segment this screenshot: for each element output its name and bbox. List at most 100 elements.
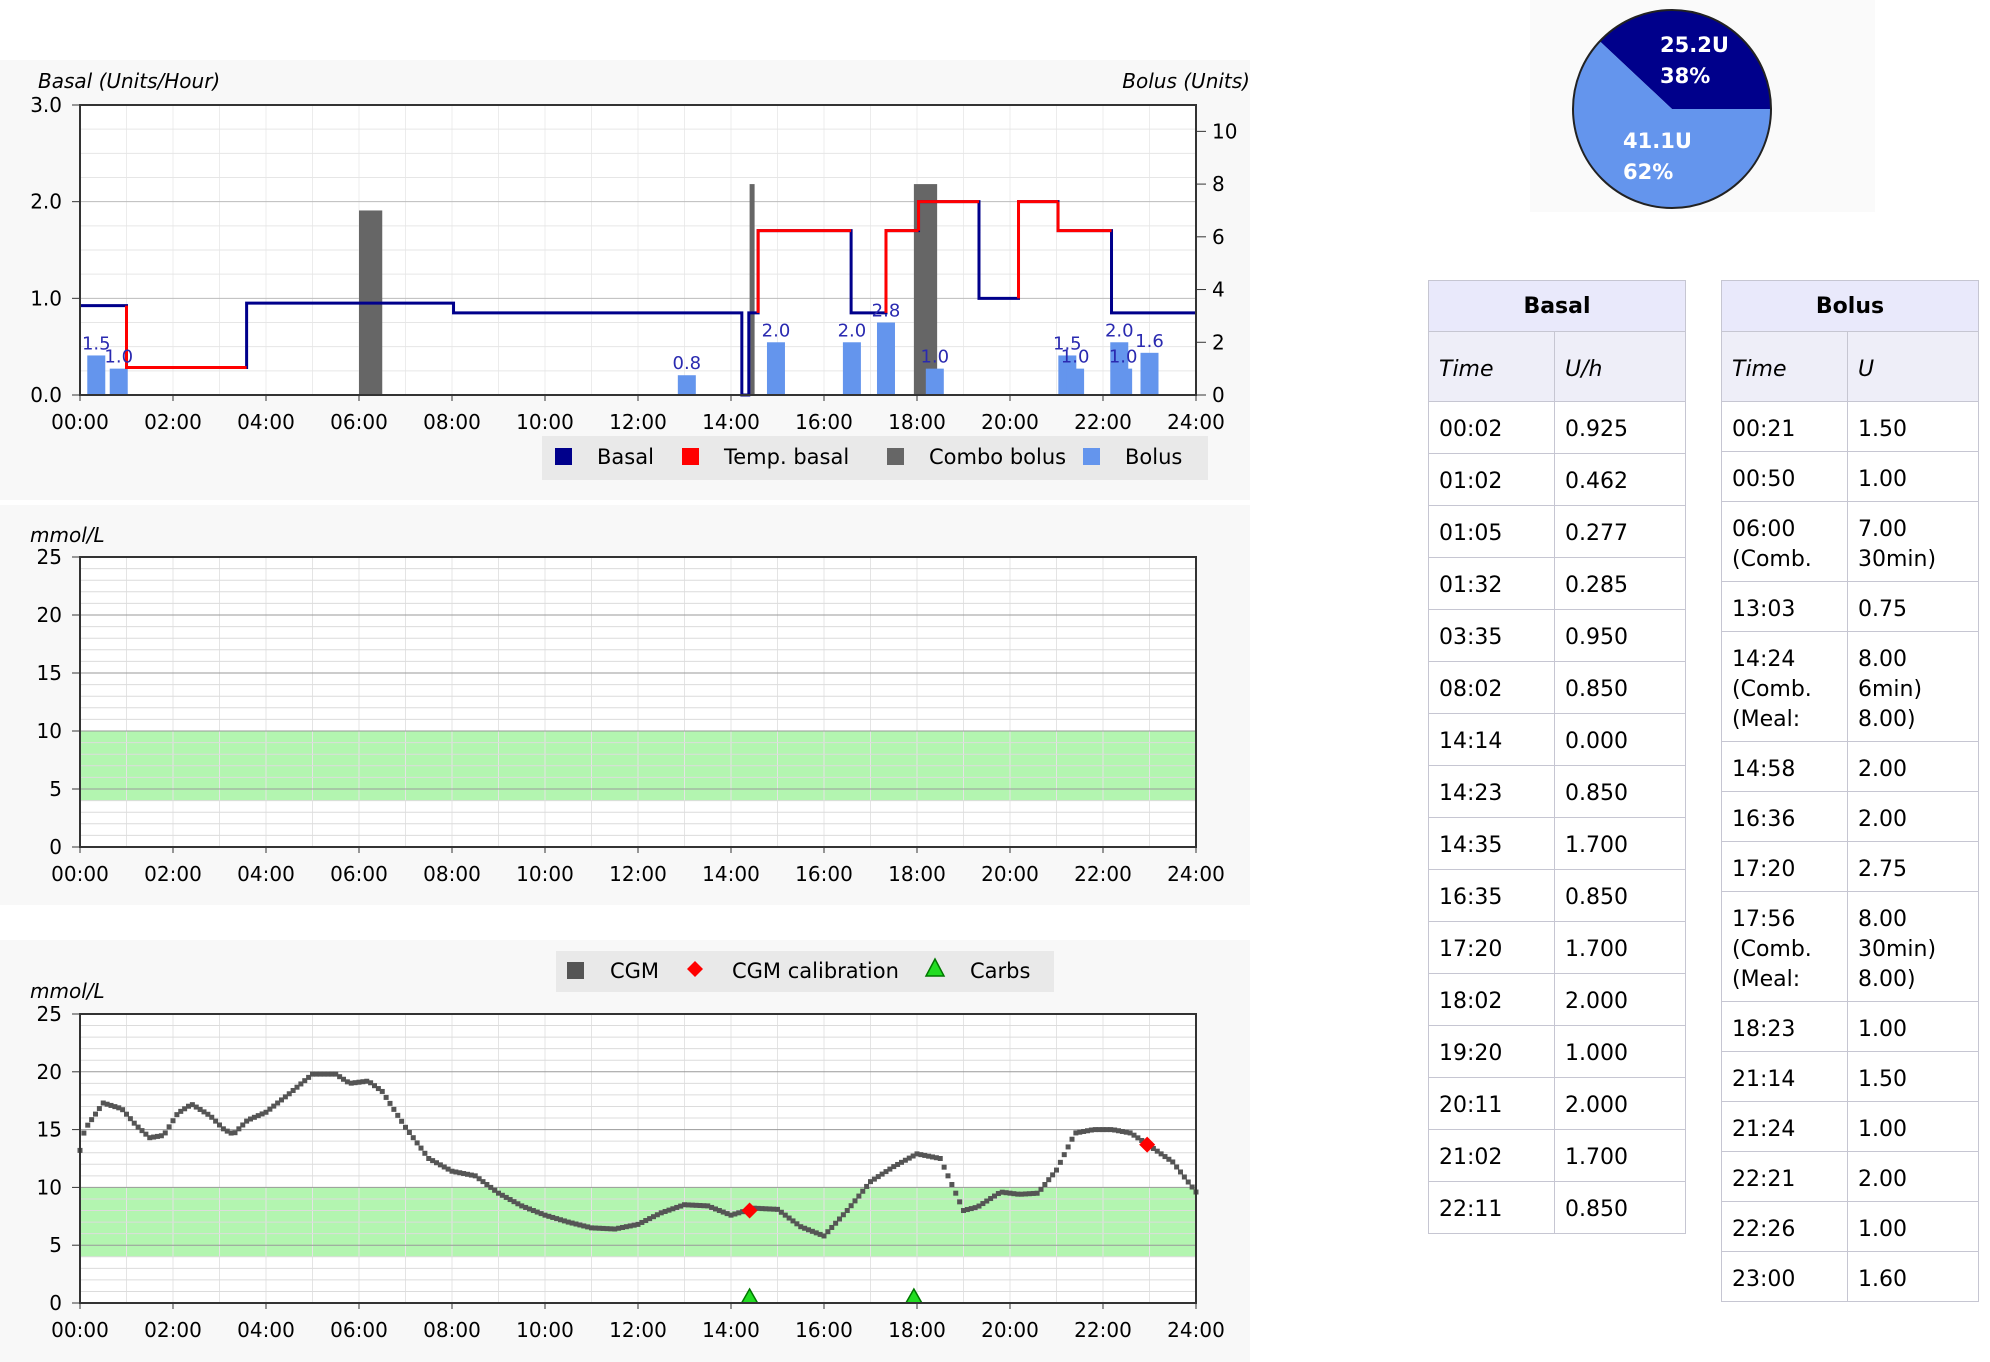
basal-rate-cell: 1.700 [1554, 1129, 1686, 1182]
cgm-point [1185, 1179, 1191, 1185]
basal-time-cell: 01:02 [1428, 453, 1555, 506]
cgm-point [654, 1212, 660, 1218]
basal-rate-cell: 0.850 [1554, 1181, 1686, 1234]
cgm-point [829, 1224, 835, 1230]
table-row: 14:35 1.700 [1428, 817, 1686, 870]
bolus-units-cell: 1.00 [1847, 451, 1979, 502]
cgm-point [306, 1074, 312, 1080]
cgm-point [651, 1214, 656, 1220]
cgm-point [213, 1118, 219, 1124]
cgm-point [794, 1221, 800, 1227]
cgm-point [980, 1201, 986, 1207]
chart1-ytick-label-left: 2.0 [30, 190, 62, 214]
bolus-units-cell-line: 0.75 [1858, 597, 1907, 622]
chart1-ytick-label-right: 0 [1212, 383, 1225, 407]
table-row: 17:20 1.700 [1428, 921, 1686, 974]
cgm-point [205, 1111, 211, 1117]
cgm-point [1069, 1136, 1075, 1142]
bolus-time-cell-line: 22:26 [1732, 1217, 1796, 1242]
cgm-point [918, 1152, 924, 1158]
cgm-point [341, 1076, 346, 1082]
cgm-point [391, 1106, 397, 1112]
table-row: 20:11 2.000 [1428, 1077, 1686, 1130]
cgm-point [248, 1116, 253, 1122]
cgm-point [720, 1209, 726, 1215]
basal-time-cell: 20:11 [1428, 1077, 1555, 1130]
chart1-xtick-label: 16:00 [795, 410, 853, 434]
cgm-point [647, 1216, 653, 1222]
cgm-point [410, 1135, 416, 1141]
cgm-point [759, 1206, 765, 1212]
cgm-point [112, 1104, 118, 1110]
cgm-point [1135, 1135, 1141, 1141]
cgm-point [480, 1179, 486, 1185]
cgm-point [600, 1225, 606, 1231]
bolus-units-cell: 1.00 [1847, 1101, 1979, 1152]
cgm-point [1096, 1127, 1102, 1133]
cgm-point [984, 1198, 990, 1204]
cgm-point [116, 1105, 122, 1111]
chart2-ytick-label: 20 [37, 603, 62, 627]
cgm-point [127, 1116, 133, 1122]
chart3-xtick-label: 12:00 [609, 1318, 667, 1342]
basal-time-cell: 01:05 [1428, 505, 1555, 558]
bolus-col-value: U [1847, 331, 1979, 402]
bolus-value-label: 1.0 [920, 347, 949, 368]
cgm-point [507, 1197, 513, 1203]
chart1-xtick-label: 20:00 [981, 410, 1039, 434]
chart1-ytick-label-left: 1.0 [30, 286, 62, 310]
chart1-legend-swatch [555, 448, 572, 465]
table-row: 14:14 0.000 [1428, 713, 1686, 766]
bolus-time-cell-line: 22:21 [1732, 1167, 1796, 1192]
temp-basal-line [1056, 201, 1112, 233]
cgm-point [255, 1113, 261, 1119]
bolus-units-cell-line: 1.60 [1858, 1267, 1907, 1292]
cgm-point [372, 1083, 377, 1089]
cgm-point [678, 1203, 684, 1209]
chart3-legend-label: Carbs [970, 959, 1030, 983]
table-row: 19:20 1.000 [1428, 1025, 1686, 1078]
cgm-point [837, 1216, 842, 1222]
bolus-time-cell: 18:23 [1721, 1001, 1848, 1052]
cgm-calibration-legend-icon [687, 961, 703, 977]
bolus-units-cell-line: 8.00 [1858, 647, 1907, 672]
chart1-xtick-label: 08:00 [423, 410, 481, 434]
cgm-point [313, 1071, 319, 1077]
cgm-point [468, 1172, 474, 1178]
table-row: 14:58 2.00 [1721, 741, 1979, 792]
cgm-point [220, 1126, 226, 1132]
cgm-point [608, 1226, 614, 1232]
bolus-time-cell-line: (Meal: [1732, 967, 1801, 992]
cgm-point [825, 1229, 831, 1235]
cgm-point [852, 1198, 858, 1204]
cgm-point [310, 1071, 315, 1077]
cgm-point [503, 1194, 509, 1200]
chart3-xtick-label: 18:00 [888, 1318, 946, 1342]
cgm-point [337, 1074, 343, 1080]
cgm-point [406, 1129, 412, 1135]
cgm-point [565, 1219, 571, 1225]
cgm-point [875, 1174, 881, 1180]
cgm-point [856, 1193, 862, 1199]
table-row: 00:21 1.50 [1721, 401, 1979, 452]
table-row: 23:00 1.60 [1721, 1251, 1979, 1302]
cgm-point [1112, 1127, 1118, 1133]
bolus-time-cell-line: 06:00 [1732, 517, 1796, 542]
basal-rate-cell: 0.850 [1554, 869, 1686, 922]
cgm-point [395, 1112, 401, 1118]
temp-basal-line [1017, 200, 1059, 299]
cgm-point [426, 1156, 432, 1161]
cgm-point [868, 1179, 873, 1185]
chart1-ytick-label-right: 2 [1212, 330, 1225, 354]
pie-slice-label: 25.2U [1660, 33, 1729, 57]
bolus-units-cell: 1.60 [1847, 1251, 1979, 1302]
chart2-xtick-label: 12:00 [609, 862, 667, 886]
temp-basal-line [125, 305, 247, 369]
cgm-point [151, 1134, 157, 1140]
cgm-point [1038, 1186, 1044, 1192]
cgm-point [592, 1225, 598, 1231]
bolus-units-cell-line: 8.00) [1858, 967, 1916, 992]
cgm-point [736, 1210, 742, 1216]
cgm-point [1003, 1190, 1009, 1196]
cgm-point [728, 1212, 734, 1218]
